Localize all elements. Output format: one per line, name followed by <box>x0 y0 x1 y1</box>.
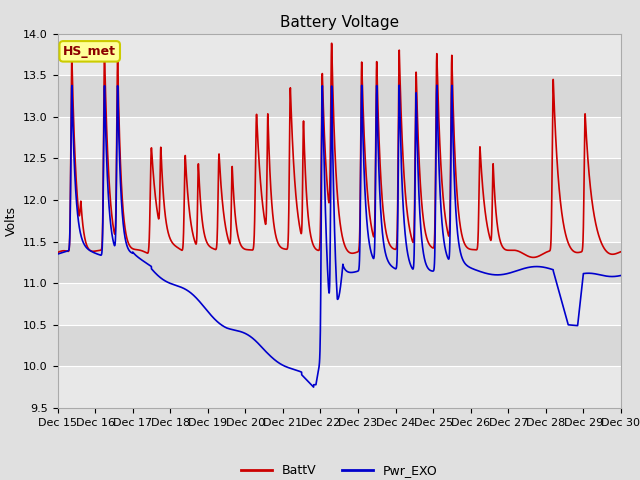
Text: HS_met: HS_met <box>63 45 116 58</box>
Title: Battery Voltage: Battery Voltage <box>280 15 399 30</box>
Legend: BattV, Pwr_EXO: BattV, Pwr_EXO <box>236 459 443 480</box>
Bar <box>58 366 621 408</box>
Bar <box>58 325 621 366</box>
Bar <box>58 283 621 325</box>
Bar <box>58 34 621 75</box>
Bar <box>58 241 621 283</box>
Bar <box>58 200 621 241</box>
Bar <box>58 158 621 200</box>
Bar <box>58 117 621 158</box>
Y-axis label: Volts: Volts <box>4 206 17 236</box>
Bar <box>58 75 621 117</box>
